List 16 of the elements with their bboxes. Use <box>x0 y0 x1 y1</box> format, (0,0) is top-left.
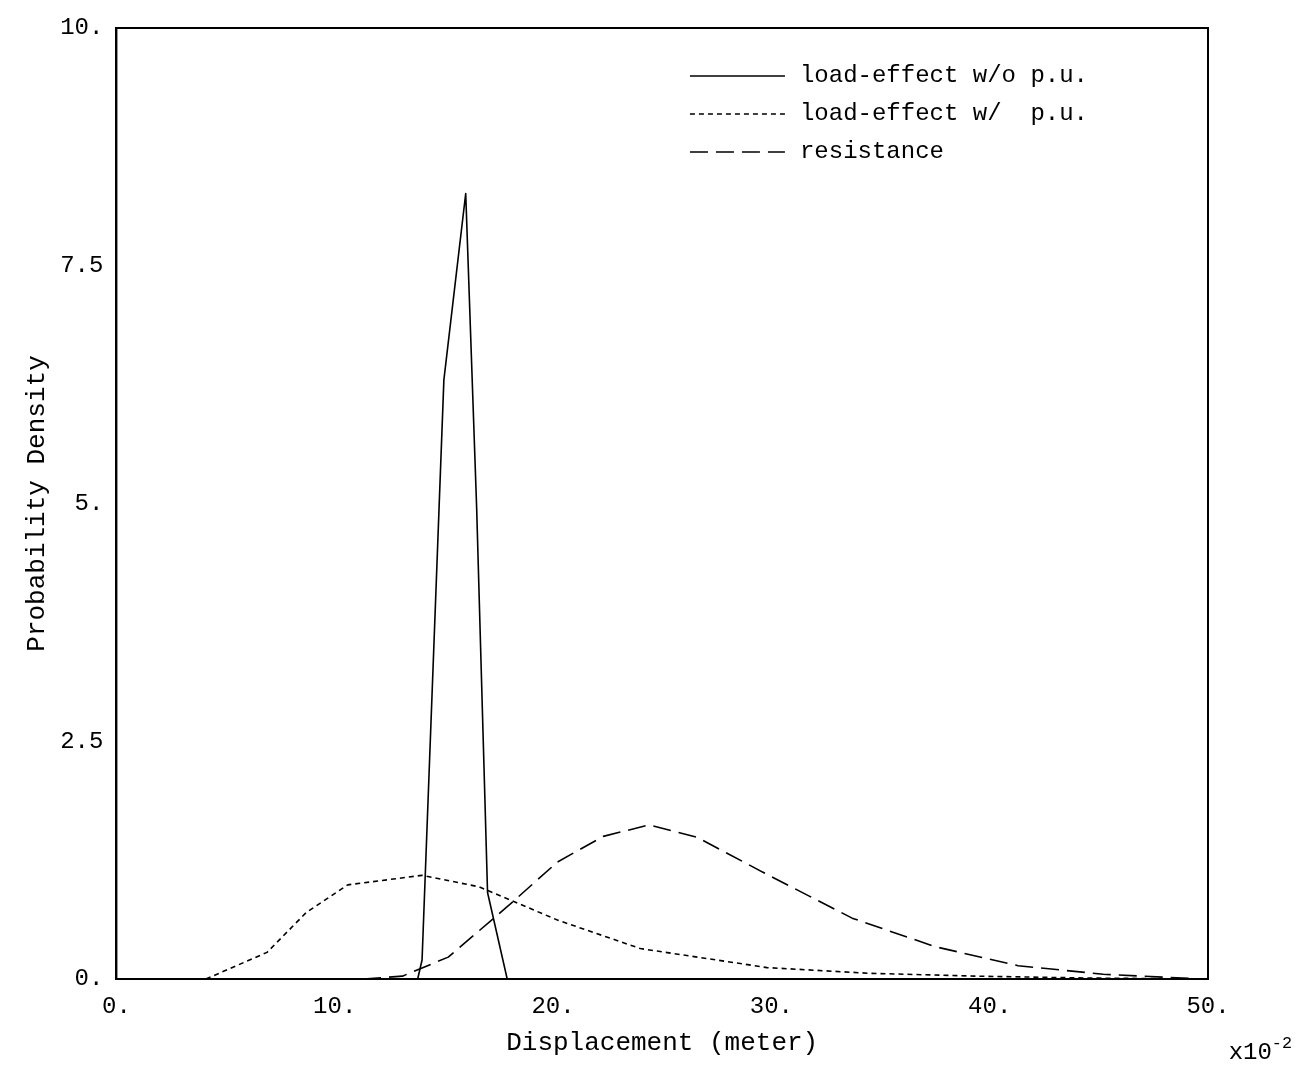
y-tick-label: 7.5 <box>60 252 104 280</box>
x-tick-label: 20. <box>531 992 575 1020</box>
x-tick-label: 40. <box>968 992 1012 1020</box>
x-tick-label: 30. <box>749 992 793 1020</box>
y-tick-label: 2.5 <box>60 727 104 755</box>
x-tick-label: 10. <box>313 992 357 1020</box>
y-tick-label: 10. <box>60 14 104 42</box>
y-tick-label: 0. <box>74 965 104 993</box>
legend-label: resistance <box>799 138 944 166</box>
legend-label: load-effect w/ p.u. <box>799 100 1088 128</box>
x-tick-label: 0. <box>102 992 131 1020</box>
x-tick-label: 50. <box>1186 992 1230 1020</box>
x-axis-title: Displacement (meter) <box>506 1028 819 1059</box>
y-axis-title: Probability Density <box>22 355 53 652</box>
y-tick-label: 5. <box>74 489 104 517</box>
legend-label: load-effect w/o p.u. <box>799 62 1088 90</box>
